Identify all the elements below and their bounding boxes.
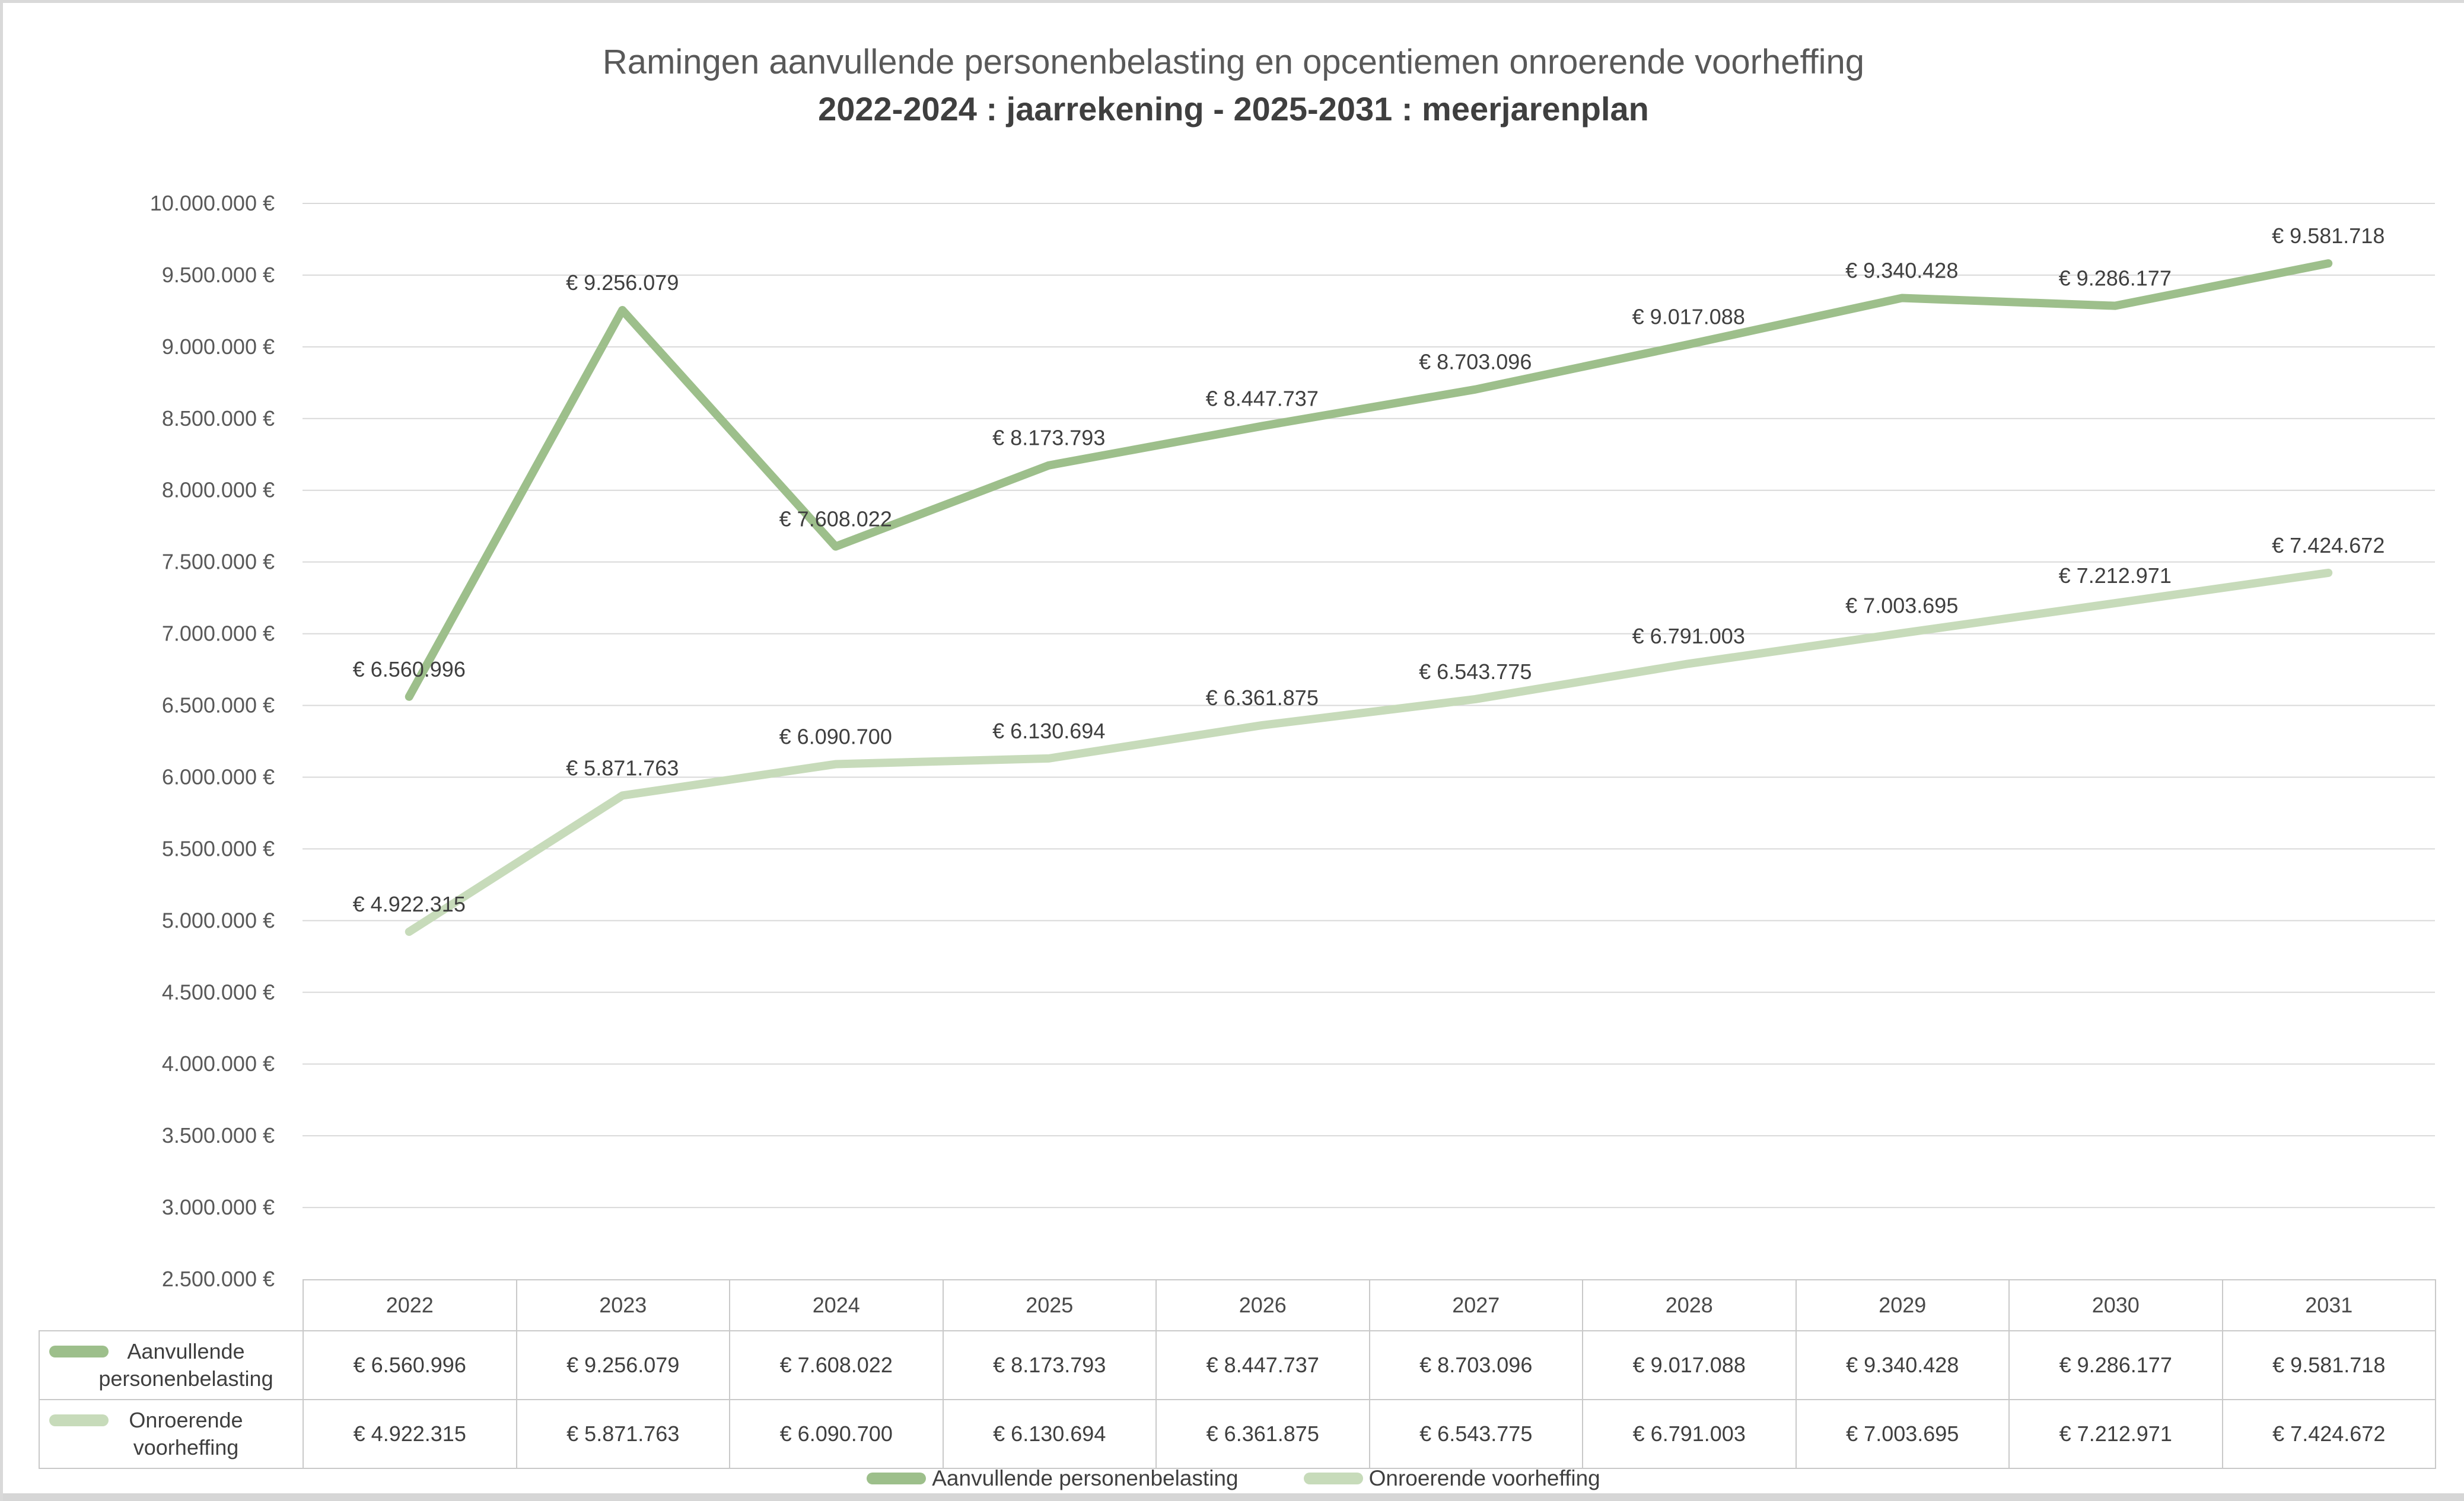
series-key-icon (49, 1414, 109, 1426)
y-axis-tick-label: 3.000.000 € (162, 1195, 275, 1219)
y-axis-tick-label: 10.000.000 € (150, 191, 275, 215)
y-axis-tick-label: 9.500.000 € (162, 263, 275, 287)
table-year-header: 2026 (1155, 1279, 1370, 1331)
window-bottom-edge (3, 1493, 2464, 1501)
series-line-2 (405, 568, 2333, 936)
table-cell: € 9.256.079 (515, 1330, 730, 1400)
table-cell: € 6.130.694 (942, 1399, 1157, 1469)
table-year-header: 2025 (942, 1279, 1157, 1331)
legend-item-aanvullende-personenbelasting: Aanvullende personenbelasting (867, 1466, 1239, 1491)
table-cell: € 7.424.672 (2221, 1399, 2436, 1469)
data-label: € 7.003.695 (1845, 594, 1958, 618)
data-table: 2022 2023 2024 2025 2026 2027 2028 2029 2030 2031… (39, 1279, 2436, 1469)
data-label: € 8.703.096 (1419, 350, 1532, 374)
table-year-header: 2023 (515, 1279, 730, 1331)
table-corner-cell (39, 1280, 303, 1331)
data-label: € 9.581.718 (2272, 224, 2385, 248)
data-label: € 8.447.737 (1206, 386, 1319, 410)
legend-swatch-icon (1303, 1473, 1363, 1484)
data-label: € 7.608.022 (779, 507, 892, 531)
table-cell: € 5.871.763 (515, 1399, 730, 1469)
table-cell: € 4.922.315 (303, 1399, 517, 1469)
y-axis-tick-label: 3.500.000 € (162, 1123, 275, 1148)
table-cell: € 7.608.022 (729, 1330, 944, 1400)
table-cell: € 7.003.695 (1795, 1399, 2010, 1469)
data-label: € 5.871.763 (566, 756, 679, 780)
data-label: € 6.560.996 (353, 657, 466, 681)
table-cell: € 8.173.793 (942, 1330, 1157, 1400)
table-cell: € 9.581.718 (2221, 1330, 2436, 1400)
table-row-header-label: Onroerende voorheffing (129, 1408, 243, 1459)
table-cell: € 6.791.003 (1582, 1399, 1797, 1469)
table-cell: € 8.703.096 (1368, 1330, 1583, 1400)
y-axis-tick-label: 8.500.000 € (162, 406, 275, 431)
data-label: € 6.361.875 (1206, 686, 1319, 710)
table-cell: € 9.340.428 (1795, 1330, 2010, 1400)
table-row-header: Aanvullende personenbelasting (39, 1330, 304, 1400)
series-key-icon (49, 1346, 109, 1357)
y-axis-tick-label: 7.000.000 € (162, 622, 275, 646)
table-cell: € 6.090.700 (729, 1399, 944, 1469)
y-axis-tick-label: 5.500.000 € (162, 836, 275, 861)
table-year-header: 2029 (1795, 1279, 2010, 1331)
title-block: Ramingen aanvullende personenbelasting e… (3, 40, 2464, 131)
data-label: € 6.791.003 (1632, 624, 1745, 648)
table-cell: € 8.447.737 (1155, 1330, 1370, 1400)
table-cell: € 7.212.971 (2008, 1399, 2223, 1469)
table-year-header: 2024 (729, 1279, 944, 1331)
legend-swatch-icon (867, 1473, 927, 1484)
data-label: € 9.256.079 (566, 270, 679, 295)
chart-subtitle: 2022-2024 : jaarrekening - 2025-2031 : m… (818, 90, 1649, 128)
table-cell: € 9.286.177 (2008, 1330, 2223, 1400)
line-chart: 10.000.000 € 9.500.000 € 9.000.000 € 8.500.… (150, 191, 2435, 1291)
table-cell: € 6.361.875 (1155, 1399, 1370, 1469)
legend-item-onroerende-voorheffing: Onroerende voorheffing (1303, 1466, 1600, 1491)
data-label: € 4.922.315 (353, 892, 466, 916)
table-year-header: 2027 (1368, 1279, 1583, 1331)
table-cell: € 6.543.775 (1368, 1399, 1583, 1469)
table-row-header: Onroerende voorheffing (39, 1399, 304, 1469)
data-label: € 7.424.672 (2272, 533, 2385, 557)
y-axis-tick-label: 8.000.000 € (162, 478, 275, 502)
table-row-header-label: Aanvullende personenbelasting (98, 1339, 273, 1391)
data-label: € 6.543.775 (1419, 659, 1532, 684)
y-axis-tick-label: 4.500.000 € (162, 980, 275, 1004)
y-axis-tick-label: 7.500.000 € (162, 550, 275, 574)
y-axis-tick-label: 9.000.000 € (162, 334, 275, 359)
table-cell: € 6.560.996 (303, 1330, 517, 1400)
data-label: € 8.173.793 (992, 426, 1105, 450)
y-axis-tick-label: 4.000.000 € (162, 1051, 275, 1076)
table-year-header: 2028 (1582, 1279, 1797, 1331)
table-year-header: 2031 (2221, 1279, 2436, 1331)
series-line-1 (405, 259, 2333, 701)
data-label: € 9.286.177 (2059, 266, 2172, 291)
data-label: € 6.130.694 (992, 719, 1105, 743)
chart-legend: Aanvullende personenbelasting Onroerende… (3, 1463, 2464, 1494)
y-axis-tick-label: 2.500.000 € (162, 1267, 275, 1291)
data-label: € 6.090.700 (779, 725, 892, 749)
data-label: € 9.017.088 (1632, 305, 1745, 329)
y-axis-tick-label: 5.000.000 € (162, 908, 275, 932)
legend-label: Aanvullende personenbelasting (932, 1466, 1239, 1490)
y-axis-tick-label: 6.500.000 € (162, 693, 275, 718)
table-year-header: 2030 (2008, 1279, 2223, 1331)
table-cell: € 9.017.088 (1582, 1330, 1797, 1400)
data-label: € 7.212.971 (2059, 563, 2172, 588)
chart-title: Ramingen aanvullende personenbelasting e… (602, 43, 1865, 81)
legend-label: Onroerende voorheffing (1368, 1466, 1600, 1490)
data-label: € 9.340.428 (1845, 259, 1958, 283)
y-axis-tick-label: 6.000.000 € (162, 764, 275, 789)
table-year-header: 2022 (303, 1279, 517, 1331)
